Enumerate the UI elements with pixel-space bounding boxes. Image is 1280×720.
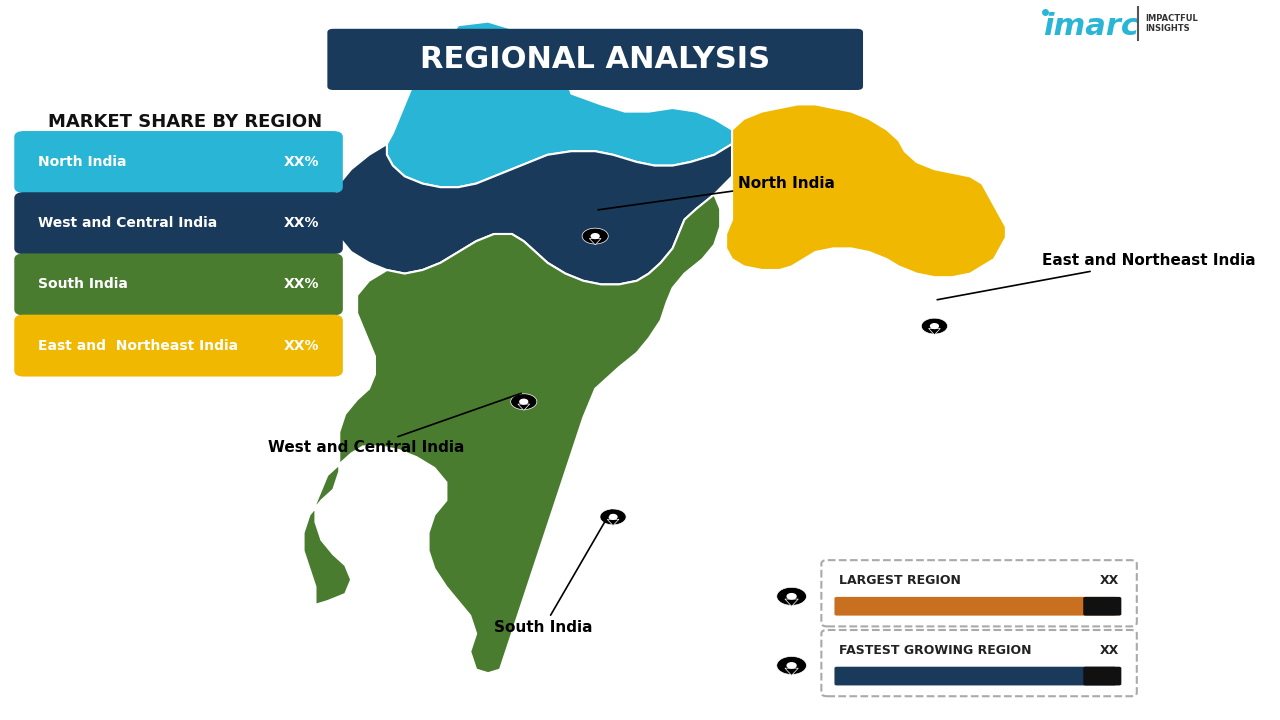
Text: West and Central India: West and Central India <box>268 393 521 455</box>
FancyBboxPatch shape <box>14 315 343 377</box>
Text: REGIONAL ANALYSIS: REGIONAL ANALYSIS <box>420 45 771 74</box>
Polygon shape <box>518 404 530 410</box>
Text: IMPACTFUL
INSIGHTS: IMPACTFUL INSIGHTS <box>1146 14 1198 33</box>
Text: East and Northeast India: East and Northeast India <box>937 253 1256 300</box>
Text: LARGEST REGION: LARGEST REGION <box>840 574 961 587</box>
FancyBboxPatch shape <box>835 667 1116 685</box>
Polygon shape <box>777 657 806 675</box>
Polygon shape <box>303 194 721 673</box>
Circle shape <box>787 593 796 599</box>
FancyBboxPatch shape <box>14 253 343 315</box>
FancyBboxPatch shape <box>822 560 1137 626</box>
Polygon shape <box>785 668 799 675</box>
Polygon shape <box>387 22 732 187</box>
Text: XX%: XX% <box>284 277 319 292</box>
Circle shape <box>591 234 599 238</box>
Polygon shape <box>333 144 732 284</box>
Text: imarc: imarc <box>1043 12 1139 41</box>
Circle shape <box>931 324 938 328</box>
FancyBboxPatch shape <box>835 597 1116 616</box>
Text: XX%: XX% <box>284 338 319 353</box>
Text: XX: XX <box>1100 644 1119 657</box>
FancyBboxPatch shape <box>328 29 863 90</box>
Polygon shape <box>777 588 806 606</box>
Polygon shape <box>589 238 602 245</box>
Text: South India: South India <box>494 510 612 635</box>
Polygon shape <box>922 318 947 334</box>
Polygon shape <box>582 228 608 244</box>
Circle shape <box>609 515 617 519</box>
Polygon shape <box>607 519 620 526</box>
Text: East and  Northeast India: East and Northeast India <box>38 338 238 353</box>
Text: West and Central India: West and Central India <box>38 216 218 230</box>
Text: XX: XX <box>1100 574 1119 587</box>
Polygon shape <box>928 328 941 335</box>
FancyBboxPatch shape <box>1083 667 1121 685</box>
Polygon shape <box>600 509 626 525</box>
FancyBboxPatch shape <box>1083 597 1121 616</box>
FancyBboxPatch shape <box>822 630 1137 696</box>
Text: FASTEST GROWING REGION: FASTEST GROWING REGION <box>840 644 1032 657</box>
Text: XX%: XX% <box>284 216 319 230</box>
Text: North India: North India <box>598 176 835 210</box>
Polygon shape <box>785 599 799 606</box>
Circle shape <box>520 400 527 404</box>
Text: MARKET SHARE BY REGION: MARKET SHARE BY REGION <box>47 114 321 132</box>
Text: North India: North India <box>38 155 127 169</box>
Polygon shape <box>511 394 536 410</box>
FancyBboxPatch shape <box>14 192 343 254</box>
Text: South India: South India <box>38 277 128 292</box>
Circle shape <box>787 662 796 668</box>
Text: XX%: XX% <box>284 155 319 169</box>
FancyBboxPatch shape <box>14 131 343 193</box>
Polygon shape <box>726 104 1006 277</box>
